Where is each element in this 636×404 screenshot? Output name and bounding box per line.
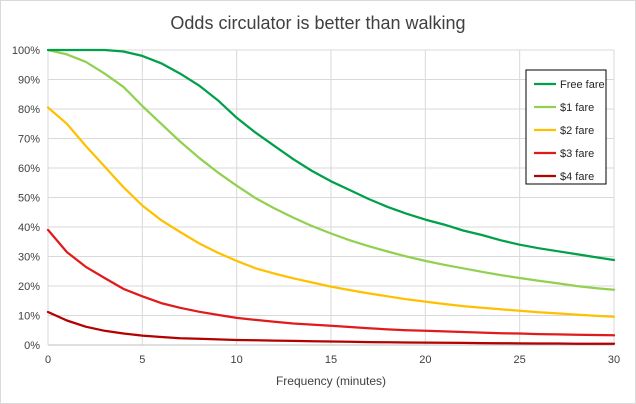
series-lines xyxy=(46,48,616,345)
legend: Free fare $1 fare $2 fare $3 fare $4 fare xyxy=(525,69,607,185)
chart-title: Odds circulator is better than walking xyxy=(170,13,465,33)
gridlines xyxy=(48,49,615,345)
y-tick-label: 90% xyxy=(18,75,40,87)
x-tick-label: 30 xyxy=(608,354,620,366)
x-tick-label: 15 xyxy=(325,354,337,366)
legend-label: Free fare xyxy=(560,79,605,91)
y-tick-label: 20% xyxy=(18,281,40,293)
x-tick-label: 10 xyxy=(231,354,243,366)
y-tick-label: 50% xyxy=(18,193,40,205)
series-line-0 xyxy=(46,48,616,262)
x-axis-ticks: 0 5 10 15 20 25 30 xyxy=(45,354,620,366)
legend-label: $2 fare xyxy=(560,125,594,137)
legend-box xyxy=(525,69,607,185)
x-tick-label: 0 xyxy=(45,354,51,366)
y-tick-label: 60% xyxy=(18,163,40,175)
x-tick-label: 20 xyxy=(419,354,431,366)
x-tick-label: 5 xyxy=(139,354,145,366)
y-tick-label: 0% xyxy=(24,340,40,352)
series-line-2 xyxy=(46,106,616,318)
series-line-1 xyxy=(46,48,616,291)
y-tick-label: 100% xyxy=(12,45,40,57)
series-line-3 xyxy=(46,228,616,337)
y-tick-label: 40% xyxy=(18,222,40,234)
y-tick-label: 30% xyxy=(18,252,40,264)
y-axis-ticks: 0% 10% 20% 30% 40% 50% 60% 70% 80% 90% 100% xyxy=(12,45,40,352)
legend-label: $1 fare xyxy=(560,102,594,114)
x-axis-label: Frequency (minutes) xyxy=(276,374,386,388)
y-tick-label: 10% xyxy=(18,311,40,323)
y-tick-label: 70% xyxy=(18,134,40,146)
x-tick-label: 25 xyxy=(514,354,526,366)
y-tick-label: 80% xyxy=(18,104,40,116)
legend-label: $4 fare xyxy=(560,171,594,183)
axes xyxy=(47,50,614,346)
legend-label: $3 fare xyxy=(560,148,594,160)
series-line-4 xyxy=(46,310,616,345)
